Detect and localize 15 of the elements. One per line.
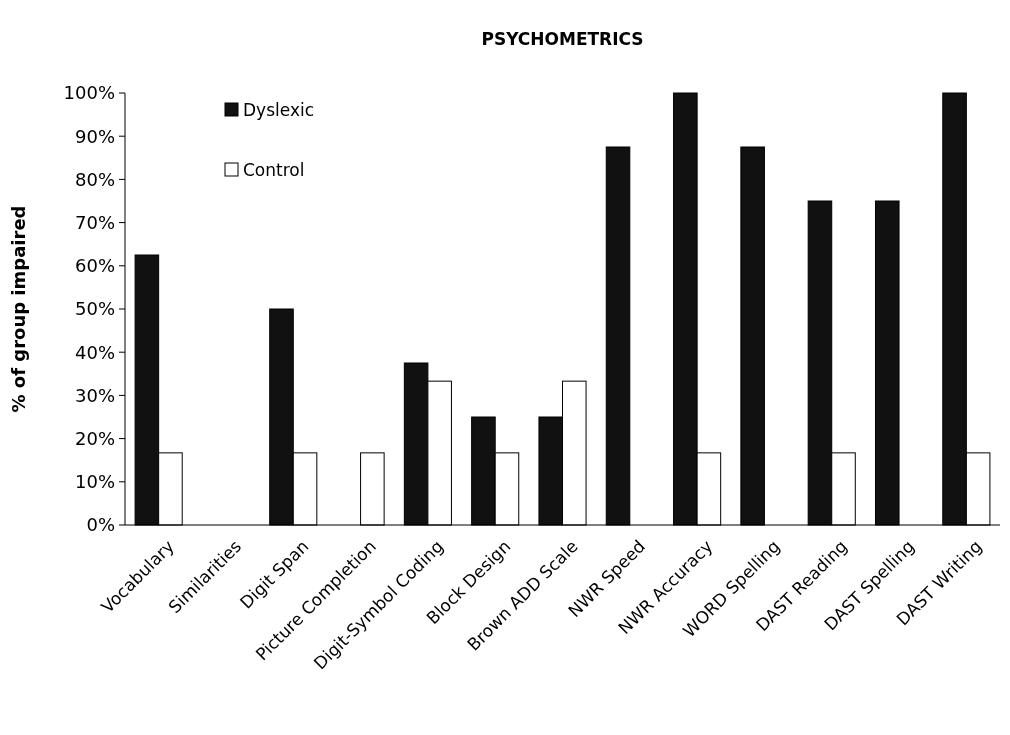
y-tick-label: 30% xyxy=(74,384,115,406)
y-tick-label: 80% xyxy=(74,168,115,190)
y-tick-label: 90% xyxy=(74,125,115,147)
y-tick-label: 50% xyxy=(74,298,115,320)
y-tick-label: 60% xyxy=(74,255,115,277)
y-tick-label: 40% xyxy=(74,341,115,363)
y-tick-label: 10% xyxy=(74,471,115,493)
chart-title: PSYCHOMETRICS xyxy=(481,29,644,49)
y-tick-label: 100% xyxy=(63,82,115,104)
y-tick-label: 0% xyxy=(86,514,115,536)
legend-label: Dyslexic xyxy=(243,99,315,120)
y-axis-title: % of group impaired xyxy=(8,205,29,413)
legend-label: Control xyxy=(243,159,305,180)
y-tick-label: 20% xyxy=(74,427,115,449)
y-tick-label: 70% xyxy=(74,211,115,233)
